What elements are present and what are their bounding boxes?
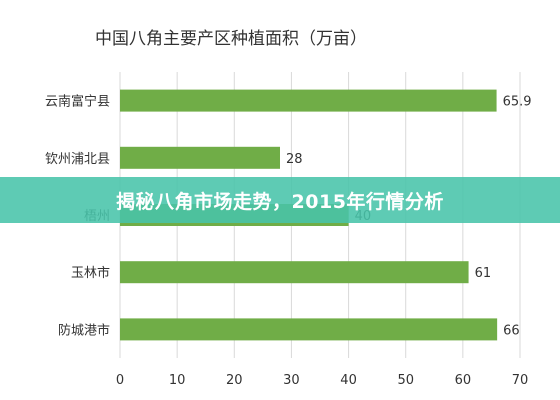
category-label-1: 钦州浦北县 <box>45 152 110 167</box>
x-tick-label-7: 70 <box>512 373 529 388</box>
bar-3 <box>120 261 469 284</box>
headline-banner: 揭秘八角市场走势，2015年行情分析 <box>0 177 560 223</box>
value-label-0: 65.9 <box>503 95 532 110</box>
bar-4 <box>120 318 498 341</box>
x-axis-ticks: 0 10 20 30 40 50 60 70 <box>116 373 528 388</box>
x-tick-label-2: 20 <box>226 373 243 388</box>
x-tick-label-4: 40 <box>340 373 357 388</box>
bar-1 <box>120 146 280 169</box>
headline-text: 揭秘八角市场走势，2015年行情分析 <box>116 190 444 213</box>
x-tick-label-1: 10 <box>169 373 186 388</box>
category-label-4: 防城港市 <box>58 322 110 338</box>
value-label-3: 61 <box>475 266 492 281</box>
value-label-1: 28 <box>286 152 303 167</box>
category-label-0: 云南富宁县 <box>45 94 110 110</box>
x-tick-label-5: 50 <box>397 373 414 388</box>
bar-0 <box>120 89 497 112</box>
category-label-3: 玉林市 <box>71 265 110 281</box>
x-tick-label-0: 0 <box>116 373 124 388</box>
x-tick-label-3: 30 <box>283 373 300 388</box>
value-label-4: 66 <box>503 323 520 338</box>
x-tick-label-6: 60 <box>455 373 472 388</box>
chart-title: 中国八角主要产区种植面积（万亩） <box>95 29 367 49</box>
